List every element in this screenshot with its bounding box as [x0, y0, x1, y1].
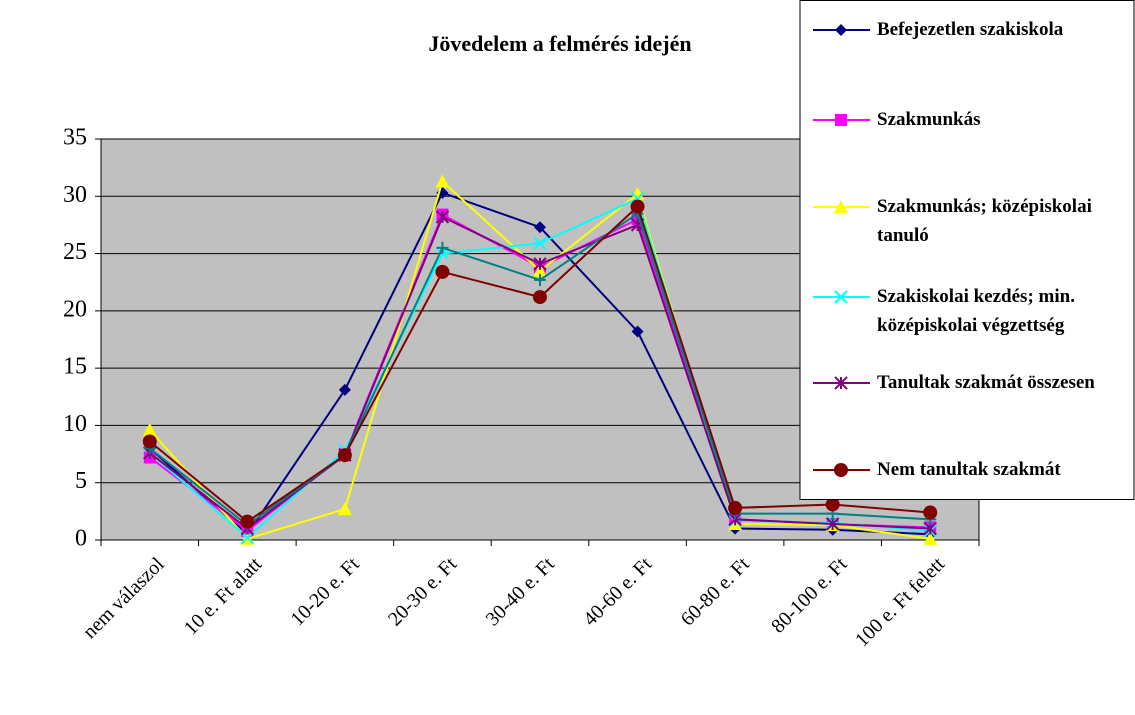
marker: [834, 463, 848, 477]
marker-shape: [533, 263, 547, 277]
marker: [630, 186, 645, 200]
legend-label: Befejezetlen szakiskola: [877, 19, 1064, 40]
marker: [533, 257, 547, 271]
marker-shape: [240, 514, 255, 529]
marker: [728, 500, 743, 515]
marker: [835, 114, 847, 126]
y-tick-label: 25: [63, 239, 87, 265]
marker: [834, 376, 848, 390]
marker: [923, 505, 938, 520]
marker: [534, 273, 546, 286]
marker: [435, 210, 450, 224]
marker: [240, 514, 255, 529]
y-tick-label: 10: [63, 411, 87, 437]
marker-shape: [534, 221, 546, 234]
marker: [142, 423, 157, 437]
marker-shape: [142, 434, 157, 449]
legend-label-box: Tanultak szakmát összesen: [877, 372, 1095, 393]
marker: [835, 24, 847, 36]
legend-label-box: Szakiskolai kezdés; min. középiskolai vé…: [877, 286, 1075, 336]
marker: [533, 290, 547, 305]
marker-shape: [923, 531, 938, 545]
marker: [533, 236, 547, 250]
y-tick-label: 20: [63, 296, 87, 322]
y-tick-label: 35: [63, 125, 87, 151]
marker: [435, 174, 450, 188]
legend-label-box: Befejezetlen szakiskola: [877, 19, 1064, 40]
legend-box: [799, 0, 1135, 500]
marker: [825, 517, 840, 531]
legend-label-box: Nem tanultak szakmát: [877, 459, 1061, 480]
y-tick-label: 30: [63, 182, 87, 208]
marker-shape: [337, 502, 352, 516]
marker-shape: [631, 325, 644, 338]
x-tick-label: 100 e. Ft felett: [851, 553, 949, 651]
marker-shape: [337, 448, 352, 463]
chart-title: Jövedelem a felmérés idején: [428, 31, 691, 56]
marker: [337, 502, 352, 516]
marker-shape: [835, 24, 847, 36]
marker-stroke: [834, 290, 848, 304]
marker-stroke: [533, 236, 547, 250]
y-tick-label: 15: [63, 354, 87, 380]
marker-shape: [435, 174, 450, 188]
marker: [923, 531, 938, 545]
x-tick-label: nem válaszol: [79, 553, 169, 643]
marker: [435, 264, 450, 279]
marker-shape: [728, 500, 743, 515]
marker: [338, 383, 351, 396]
marker-shape: [923, 505, 938, 520]
marker-shape: [142, 423, 157, 437]
legend-item: Szakiskolai kezdés; min. középiskolai vé…: [813, 286, 1075, 336]
x-tick-label: 10-20 e. Ft: [286, 553, 364, 631]
x-tick-label: 40-60 e. Ft: [579, 553, 657, 631]
marker-shape: [630, 199, 645, 214]
marker-shape: [835, 114, 847, 126]
x-tick-label: 10 e. Ft alatt: [180, 553, 267, 640]
legend-label: Szakiskolai kezdés; min. középiskolai vé…: [877, 286, 1075, 336]
legend-label: Szakmunkás: [877, 109, 981, 130]
marker: [834, 290, 848, 304]
legend-label-box: Szakmunkás: [877, 109, 981, 130]
marker: [534, 221, 546, 234]
marker: [533, 263, 547, 277]
legend-label: Szakmunkás; középiskolai tanuló: [877, 196, 1092, 246]
marker: [631, 325, 644, 338]
marker-shape: [834, 463, 848, 477]
y-tick-label: 0: [75, 526, 87, 552]
marker-shape: [435, 264, 450, 279]
x-tick-label: 60-80 e. Ft: [677, 553, 755, 631]
marker: [142, 434, 157, 449]
marker-shape: [825, 497, 840, 512]
marker: [436, 241, 449, 254]
legend-label-box: Szakmunkás; középiskolai tanuló: [877, 196, 1092, 246]
x-tick-label: 30-40 e. Ft: [482, 553, 560, 631]
legend-label: Nem tanultak szakmát: [877, 459, 1061, 480]
legend-label: Tanultak szakmát összesen: [877, 372, 1095, 393]
y-tick-label: 5: [75, 468, 87, 494]
x-tick-label: 20-30 e. Ft: [384, 553, 462, 631]
marker: [834, 200, 848, 213]
marker: [337, 448, 352, 463]
marker-shape: [338, 383, 351, 396]
marker: [825, 497, 840, 512]
marker: [630, 199, 645, 214]
marker-shape: [533, 290, 547, 305]
marker-shape: [630, 186, 645, 200]
x-tick-label: 80-100 e. Ft: [767, 553, 852, 638]
marker-shape: [834, 200, 848, 213]
